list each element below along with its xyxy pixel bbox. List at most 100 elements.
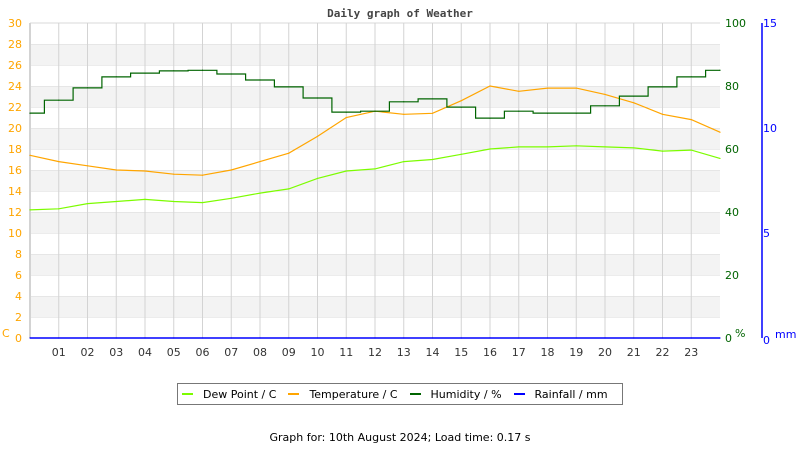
data-point	[115, 200, 117, 203]
data-point	[173, 337, 175, 339]
data-point	[575, 87, 577, 89]
x-tick-label: 18	[541, 346, 555, 359]
left-tick-label: 28	[8, 38, 22, 51]
x-tick-label: 02	[81, 346, 95, 359]
data-point	[230, 73, 232, 75]
data-point	[144, 198, 146, 200]
data-point	[316, 177, 319, 179]
left-axis-unit: C	[2, 327, 10, 340]
legend-swatch	[409, 393, 421, 395]
data-point	[633, 337, 635, 339]
data-point	[86, 165, 89, 167]
data-point	[575, 337, 577, 339]
data-point	[431, 112, 434, 114]
data-point	[345, 170, 347, 172]
humidity-tick-label: 20	[725, 269, 739, 282]
x-tick-label: 03	[109, 346, 123, 359]
data-point	[690, 76, 692, 78]
left-tick-label: 4	[15, 290, 22, 303]
data-point	[115, 76, 117, 78]
data-point	[29, 337, 31, 339]
data-point	[719, 131, 721, 133]
humidity-tick-label: 0	[725, 332, 732, 345]
left-tick-label: 24	[8, 80, 22, 93]
data-point	[288, 188, 290, 190]
left-tick-label: 26	[8, 59, 22, 72]
data-point	[604, 146, 606, 148]
data-point	[259, 161, 261, 163]
data-point	[316, 135, 319, 137]
data-point	[144, 337, 146, 339]
data-point	[29, 112, 31, 114]
data-point	[460, 337, 462, 339]
x-tick-label: 10	[311, 346, 325, 359]
data-point	[259, 79, 261, 81]
legend: Dew Point / C Temperature / C Humidity / %…	[177, 383, 623, 405]
rainfall-axis-unit: mm	[775, 328, 796, 341]
data-point	[633, 147, 635, 149]
data-point	[345, 337, 347, 339]
data-point	[115, 337, 117, 339]
x-tick-label: 13	[397, 346, 411, 359]
data-point	[201, 201, 204, 204]
legend-item: Rainfall / mm	[513, 388, 608, 401]
data-point	[374, 168, 376, 170]
data-point	[460, 100, 462, 102]
data-point	[403, 161, 405, 163]
left-tick-label: 6	[15, 269, 22, 282]
chart-svg: Daily graph of Weather 02468101214161820…	[2, 7, 796, 359]
data-point	[518, 110, 520, 112]
data-point	[201, 174, 204, 176]
data-point	[633, 102, 635, 104]
data-point	[288, 337, 290, 339]
data-point	[173, 200, 175, 203]
data-point	[518, 90, 520, 92]
data-point	[403, 113, 405, 115]
left-tick-label: 20	[8, 122, 22, 135]
data-point	[518, 337, 520, 339]
legend-item: Temperature / C	[288, 387, 398, 401]
data-point	[431, 158, 434, 161]
data-point	[144, 72, 146, 74]
x-tick-label: 17	[512, 346, 526, 359]
data-point	[431, 337, 434, 339]
data-point	[345, 116, 347, 119]
left-tick-label: 22	[8, 101, 22, 114]
data-point	[546, 337, 549, 339]
data-point	[86, 87, 89, 89]
data-point	[575, 145, 577, 147]
legend-label: Humidity / %	[430, 387, 502, 401]
x-tick-label: 05	[167, 346, 181, 359]
x-tick-label: 07	[224, 346, 238, 359]
data-point	[144, 170, 146, 172]
data-point	[201, 337, 204, 339]
left-tick-label: 14	[8, 185, 22, 198]
humidity-tick-label: 80	[725, 80, 739, 93]
x-tick-label: 19	[569, 346, 583, 359]
legend-label: Temperature / C	[309, 387, 398, 401]
x-tick-label: 08	[253, 346, 267, 359]
x-tick-label: 21	[627, 346, 641, 359]
data-point	[661, 337, 664, 339]
data-point	[661, 113, 664, 115]
data-point	[690, 337, 692, 339]
x-tick-label: 14	[426, 346, 440, 359]
x-tick-label: 22	[656, 346, 670, 359]
data-point	[29, 154, 31, 156]
data-point	[460, 106, 462, 108]
data-point	[259, 192, 261, 194]
legend-swatch	[288, 393, 300, 395]
data-point	[173, 173, 175, 175]
data-point	[86, 337, 89, 339]
data-point	[374, 337, 376, 339]
x-tick-label: 12	[368, 346, 382, 359]
data-point	[173, 70, 175, 72]
data-point	[86, 203, 89, 205]
x-tick-label: 16	[483, 346, 497, 359]
data-point	[58, 161, 60, 163]
series-line-humidity	[30, 69, 720, 119]
legend-swatch	[182, 393, 193, 395]
data-point	[489, 85, 491, 87]
humidity-tick-label: 100	[725, 17, 746, 30]
